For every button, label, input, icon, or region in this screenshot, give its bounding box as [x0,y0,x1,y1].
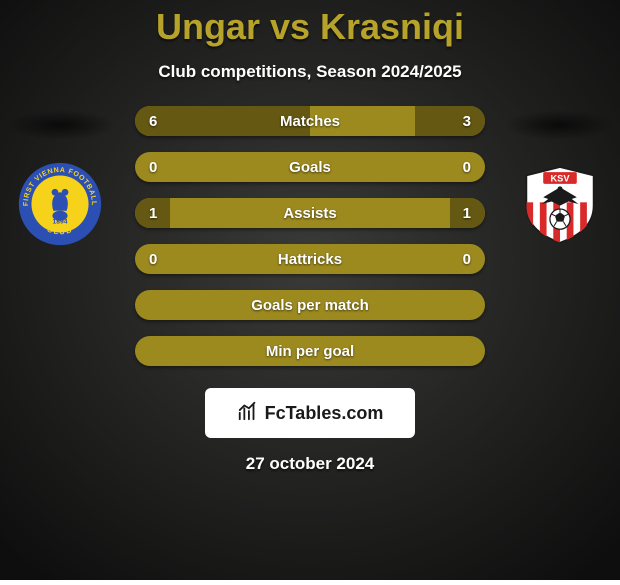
stat-label: Assists [135,198,485,228]
left-player-shadow [5,110,115,140]
right-club-badge: KSV [518,162,602,251]
right-player-column: KSV [500,106,620,251]
stat-row: 11Assists [135,198,485,228]
stat-row: Goals per match [135,290,485,320]
footer-date: 27 october 2024 [246,454,375,474]
page-title: Ungar vs Krasniqi [156,6,464,48]
stat-label: Goals per match [135,290,485,320]
stat-row: 00Goals [135,152,485,182]
stats-column: 63Matches 00Goals 11Assists 00Hattricks Goal… [120,106,500,366]
stat-row: Min per goal [135,336,485,366]
right-player-shadow [505,110,615,140]
stat-label: Goals [135,152,485,182]
brand-chart-icon [237,400,259,427]
brand-text: FcTables.com [265,403,384,424]
stat-row: 63Matches [135,106,485,136]
stat-label: Matches [135,106,485,136]
svg-text:1894: 1894 [53,218,68,225]
left-player-column: FIRST VIENNA FOOTBALL CLUB 1894 [0,106,120,251]
stat-row: 00Hattricks [135,244,485,274]
left-club-badge: FIRST VIENNA FOOTBALL CLUB 1894 [18,162,102,251]
svg-text:KSV: KSV [551,173,571,183]
comparison-row: FIRST VIENNA FOOTBALL CLUB 1894 63Matche… [0,106,620,366]
stat-label: Min per goal [135,336,485,366]
stat-label: Hattricks [135,244,485,274]
page-subtitle: Club competitions, Season 2024/2025 [158,62,461,82]
brand-link[interactable]: FcTables.com [205,388,415,438]
